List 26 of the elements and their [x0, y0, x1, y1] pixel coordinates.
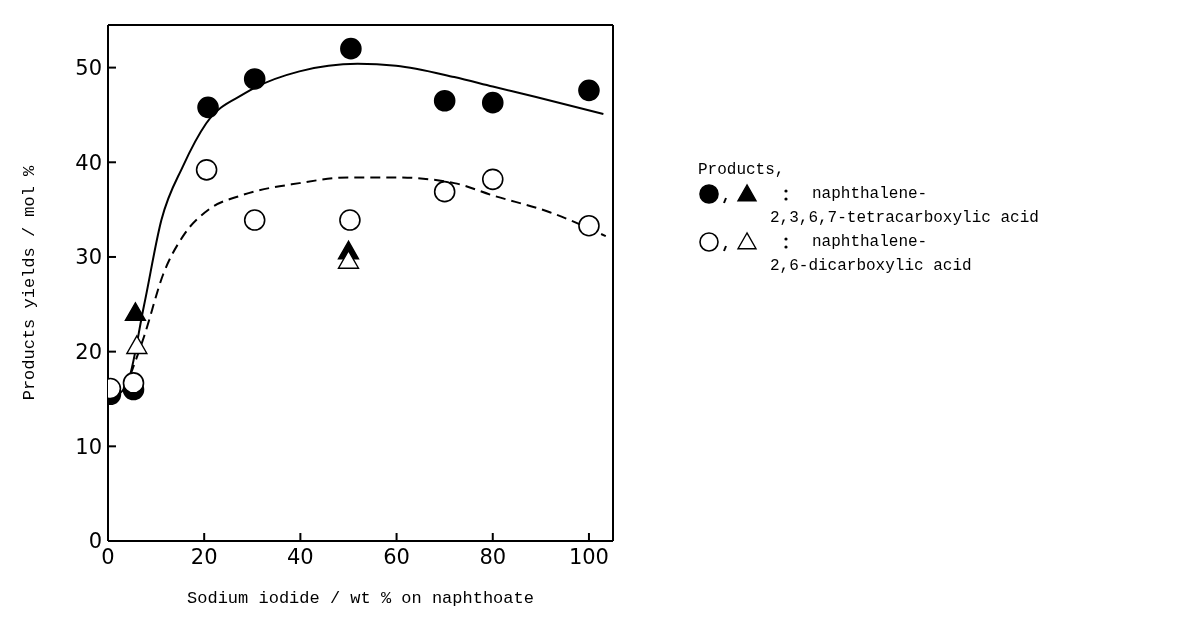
point [195, 159, 218, 181]
point [197, 96, 219, 119]
x-tick-label: 40 [287, 544, 314, 569]
y-tick-label: 40 [75, 150, 102, 175]
y-tick-label: 10 [75, 434, 102, 459]
point [243, 68, 266, 90]
point [481, 91, 504, 114]
y-axis-title: Products yields / mol % [20, 164, 40, 401]
x-axis-title: Sodium iodide / wt % on naphthoate [187, 589, 534, 608]
x-tick-label: 80 [479, 544, 507, 569]
text: naphthalene-2,6-dicarboxylic acid [769, 232, 973, 277]
y-tick-label: 30 [75, 245, 102, 270]
x-tick-label: 20 [190, 544, 218, 569]
x-tick-label: 100 [568, 544, 609, 569]
point [122, 372, 145, 394]
point [578, 79, 600, 102]
point [124, 302, 147, 322]
point [578, 214, 600, 237]
point [433, 89, 456, 112]
legend-title: Products, [698, 160, 786, 181]
point [337, 250, 360, 269]
y-tick-label: 20 [75, 340, 102, 365]
point [126, 335, 148, 355]
x-tick-label: 60 [383, 544, 410, 569]
y-tick-label: 50 [75, 56, 102, 81]
point [340, 37, 362, 60]
